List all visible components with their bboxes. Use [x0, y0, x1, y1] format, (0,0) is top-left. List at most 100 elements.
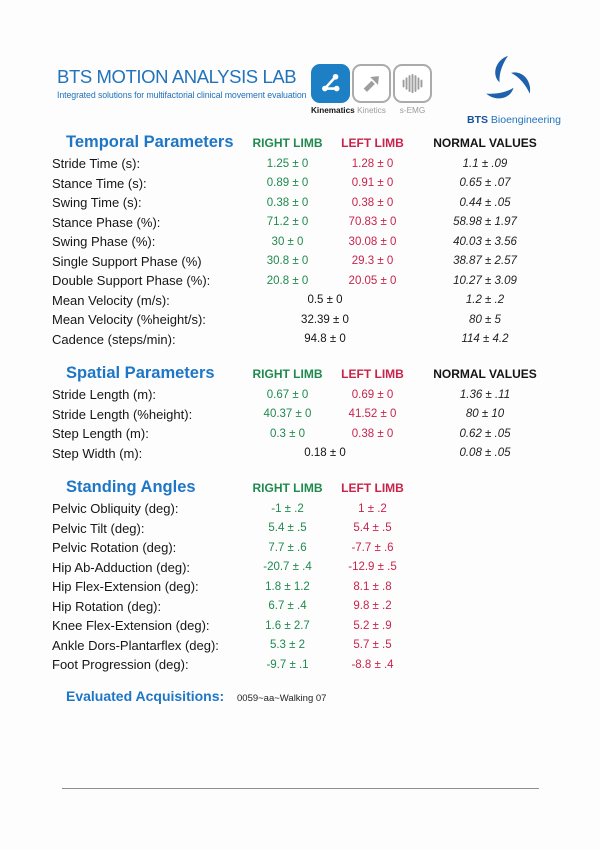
- table-row: Mean Velocity (m/s): 0.5 ± 0 1.2 ± .2: [52, 291, 560, 311]
- table-row: Stance Time (s): 0.89 ± 0 0.91 ± 0 0.65 ± .…: [52, 174, 560, 194]
- row-label: Double Support Phase (%):: [52, 273, 211, 289]
- normal-value: 0.62 ± .05: [459, 427, 511, 440]
- left-limb-value: -12.9 ± .5: [348, 561, 397, 574]
- table-row: Swing Phase (%): 30 ± 0 30.08 ± 0 40.03 ± 3…: [52, 232, 560, 252]
- row-label: Step Length (m):: [52, 426, 149, 442]
- left-limb-value: 9.8 ± .2: [353, 600, 392, 613]
- column-header-right-limb: RIGHT LIMB: [252, 366, 323, 381]
- kinematics-icon[interactable]: [311, 64, 350, 103]
- brand-bold: BTS: [467, 114, 488, 126]
- brand-name: BTS Bioengineering: [455, 114, 573, 126]
- section-title-standing-angles: Standing Angles: [66, 478, 196, 496]
- left-limb-value: 41.52 ± 0: [348, 408, 397, 421]
- left-limb-value: 70.83 ± 0: [348, 216, 397, 229]
- row-label: Pelvic Tilt (deg):: [52, 520, 145, 536]
- normal-value: 1.1 ± .09: [462, 157, 508, 170]
- right-limb-value: -20.7 ± .4: [263, 561, 312, 574]
- left-limb-value: 20.05 ± 0: [348, 274, 397, 287]
- table-row: Step Width (m): 0.18 ± 0 0.08 ± .05: [52, 444, 560, 464]
- module-tab-kinematics[interactable]: Kinematics: [311, 64, 355, 115]
- left-limb-value: 1 ± .2: [358, 502, 387, 515]
- left-limb-value: 5.7 ± .5: [353, 639, 392, 652]
- row-label: Knee Flex-Extension (deg):: [52, 618, 210, 634]
- right-limb-value: 0.67 ± 0: [266, 388, 309, 401]
- left-limb-value: 0.38 ± 0: [351, 427, 394, 440]
- module-label: Kinetics: [357, 106, 386, 115]
- right-limb-value: 30.8 ± 0: [266, 255, 309, 268]
- row-label: Stride Time (s):: [52, 156, 141, 172]
- normal-value: 1.2 ± .2: [465, 294, 505, 307]
- normal-value: 10.27 ± 3.09: [453, 274, 517, 287]
- right-limb-value: 0.89 ± 0: [266, 177, 309, 190]
- right-limb-value: 71.2 ± 0: [266, 216, 309, 229]
- row-label: Mean Velocity (m/s):: [52, 292, 170, 308]
- both-limbs-value: 32.39 ± 0: [301, 313, 349, 326]
- page-tagline: Integrated solutions for multifactorial …: [57, 90, 307, 100]
- section-header-row: Spatial Parameters RIGHT LIMB LEFT LIMB NOR…: [52, 362, 560, 385]
- section-title-spatial-parameters: Spatial Parameters: [66, 364, 215, 382]
- row-label: Pelvic Obliquity (deg):: [52, 501, 179, 517]
- left-limb-value: 0.91 ± 0: [351, 177, 394, 190]
- column-header-right-limb: RIGHT LIMB: [252, 480, 323, 495]
- column-header-normal-values: NORMAL VALUES: [433, 135, 537, 150]
- column-header-left-limb: LEFT LIMB: [341, 366, 404, 381]
- left-limb-value: 0.69 ± 0: [351, 388, 394, 401]
- column-header-right-limb: RIGHT LIMB: [252, 135, 323, 150]
- table-row: Knee Flex-Extension (deg): 1.6 ± 2.7 5.2 ±…: [52, 616, 560, 636]
- right-limb-value: 30 ± 0: [271, 235, 304, 248]
- row-label: Ankle Dors-Plantarflex (deg):: [52, 637, 219, 653]
- row-label: Hip Rotation (deg):: [52, 598, 162, 614]
- table-row: Cadence (steps/min): 94.8 ± 0 114 ± 4.2: [52, 330, 560, 350]
- right-limb-value: -9.7 ± .1: [266, 658, 309, 671]
- right-limb-value: 0.38 ± 0: [266, 196, 309, 209]
- table-row: Ankle Dors-Plantarflex (deg): 5.3 ± 2 5.7 …: [52, 636, 560, 656]
- left-limb-value: 29.3 ± 0: [351, 255, 394, 268]
- normal-value: 114 ± 4.2: [461, 333, 509, 346]
- normal-value: 38.87 ± 2.57: [453, 255, 517, 268]
- row-label: Swing Time (s):: [52, 195, 142, 211]
- evaluated-acquisitions-value: 0059~aa~Walking 07: [237, 692, 327, 704]
- evaluated-acquisitions-label: Evaluated Acquisitions:: [66, 687, 225, 704]
- table-row: Stride Time (s): 1.25 ± 0 1.28 ± 0 1.1 ± .0…: [52, 154, 560, 174]
- footer-divider: [62, 788, 539, 789]
- right-limb-value: 5.3 ± 2: [269, 639, 306, 652]
- module-tabs: Kinematics Kinetics s-EMG: [311, 64, 432, 115]
- module-tab-semg[interactable]: s-EMG: [393, 64, 432, 115]
- row-label: Step Width (m):: [52, 445, 143, 461]
- row-label: Stride Length (m):: [52, 387, 157, 403]
- table-row: Pelvic Obliquity (deg): -1 ± .2 1 ± .2: [52, 499, 560, 519]
- page-title: BTS MOTION ANALYSIS LAB: [57, 66, 297, 87]
- semg-icon[interactable]: [393, 64, 432, 103]
- right-limb-value: 7.7 ± .6: [268, 541, 307, 554]
- section-header-row: Temporal Parameters RIGHT LIMB LEFT LIMB NO…: [52, 131, 560, 154]
- parameters-area: Temporal Parameters RIGHT LIMB LEFT LIMB NO…: [52, 131, 560, 704]
- left-limb-value: 1.28 ± 0: [351, 157, 394, 170]
- module-tab-kinetics[interactable]: Kinetics: [352, 64, 391, 115]
- kinetics-icon[interactable]: [352, 64, 391, 103]
- brand-rest: Bioengineering: [490, 114, 561, 126]
- right-limb-value: 5.4 ± .5: [268, 522, 307, 535]
- normal-value: 80 ± 5: [469, 313, 501, 326]
- column-header-left-limb: LEFT LIMB: [341, 480, 404, 495]
- right-limb-value: -1 ± .2: [271, 502, 304, 515]
- section-temporal-parameters: Temporal Parameters RIGHT LIMB LEFT LIMB NO…: [52, 131, 560, 349]
- bts-bioengineering-brand: BTS Bioengineering: [455, 54, 573, 126]
- normal-value: 80 ± 10: [465, 408, 505, 421]
- lab-brand: BTS MOTION ANALYSIS LAB Integrated solut…: [57, 66, 307, 100]
- section-header-row: Standing Angles RIGHT LIMB LEFT LIMB: [52, 476, 560, 499]
- column-header-left-limb: LEFT LIMB: [341, 135, 404, 150]
- both-limbs-value: 94.8 ± 0: [304, 333, 346, 346]
- left-limb-value: 5.4 ± .5: [353, 522, 392, 535]
- table-row: Mean Velocity (%height/s): 32.39 ± 0 80 ± …: [52, 310, 560, 330]
- module-label: s-EMG: [399, 106, 426, 115]
- column-header-normal-values: NORMAL VALUES: [433, 366, 537, 381]
- table-row: Hip Rotation (deg): 6.7 ± .4 9.8 ± .2: [52, 597, 560, 617]
- normal-value: 0.65 ± .07: [459, 177, 511, 190]
- row-label: Hip Ab-Adduction (deg):: [52, 559, 191, 575]
- evaluated-acquisitions-row: Evaluated Acquisitions: 0059~aa~Walking …: [52, 688, 560, 704]
- right-limb-value: 20.8 ± 0: [266, 274, 309, 287]
- table-row: Single Support Phase (%) 30.8 ± 0 29.3 ± 0…: [52, 252, 560, 272]
- module-label: Kinematics: [311, 106, 355, 115]
- table-row: Stance Phase (%): 71.2 ± 0 70.83 ± 0 58.98 …: [52, 213, 560, 233]
